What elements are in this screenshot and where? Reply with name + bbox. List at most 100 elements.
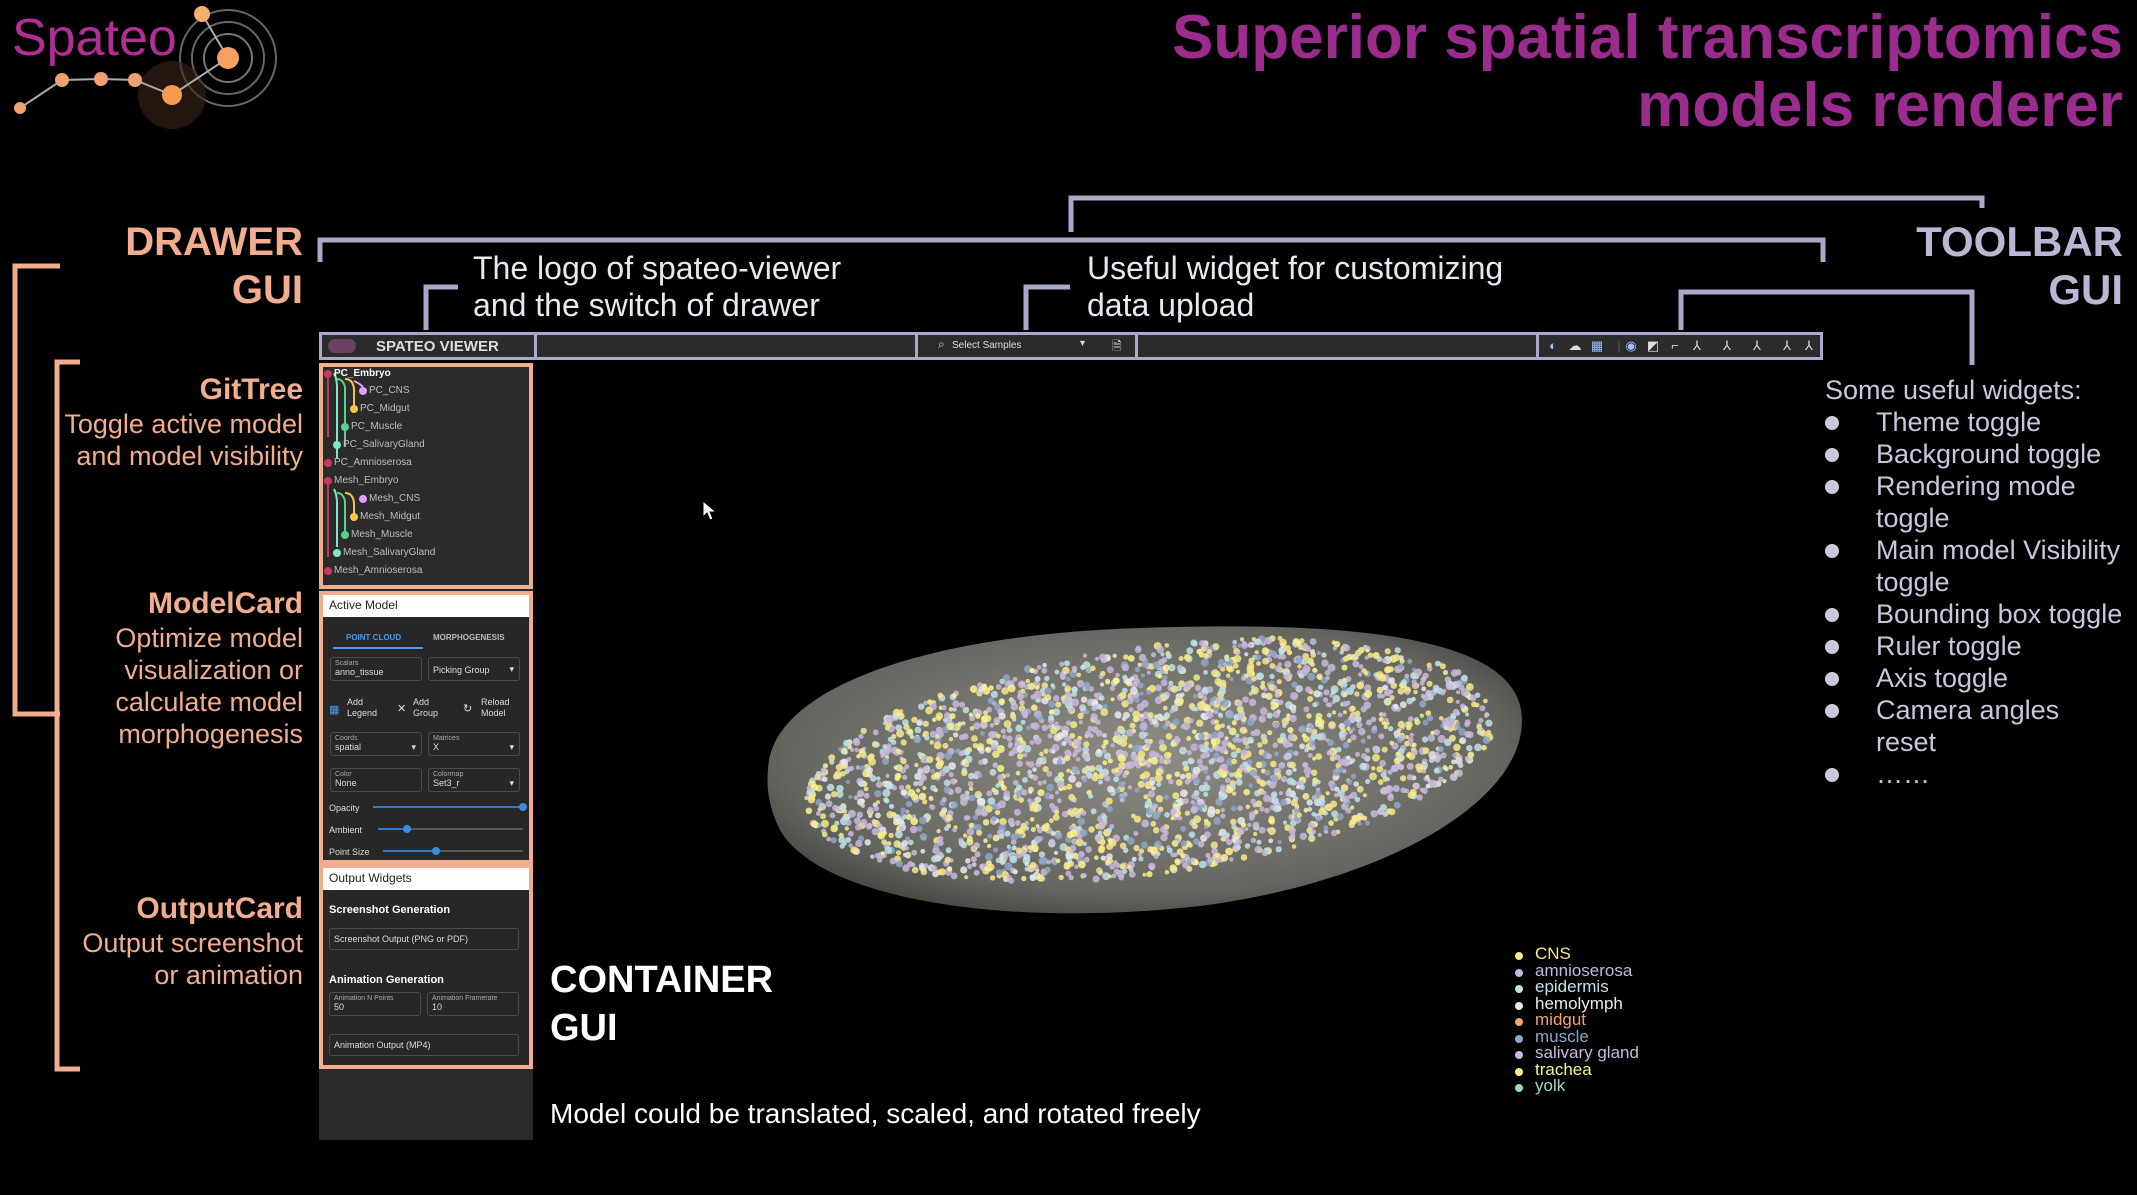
point-cloud-dot bbox=[898, 784, 905, 791]
point-cloud-dot bbox=[1207, 856, 1214, 863]
point-cloud-dot bbox=[977, 745, 983, 752]
gittree-item[interactable]: Mesh_Muscle bbox=[351, 529, 413, 540]
point-cloud-dot bbox=[1321, 652, 1327, 658]
point-cloud-dot bbox=[1231, 720, 1237, 726]
ambient-slider[interactable] bbox=[378, 823, 523, 835]
point-cloud-dot bbox=[1073, 739, 1082, 747]
color-field[interactable]: Color None bbox=[330, 768, 422, 792]
point-cloud-dot bbox=[964, 750, 970, 755]
tab-morphogenesis[interactable]: MORPHOGENESIS bbox=[433, 633, 505, 642]
opacity-knob[interactable] bbox=[519, 803, 527, 811]
point-cloud-dot bbox=[1201, 695, 1208, 702]
reload-icon: ↻ bbox=[463, 703, 473, 715]
scalars-field[interactable]: Scalars anno_tissue bbox=[330, 657, 422, 681]
background-toggle-icon[interactable]: ☁ bbox=[1568, 338, 1582, 353]
point-cloud-dot bbox=[1278, 699, 1284, 705]
point-cloud-dot bbox=[1394, 734, 1399, 739]
point-cloud-dot bbox=[944, 825, 950, 831]
point-cloud-dot bbox=[1258, 715, 1266, 723]
upload-file-icon[interactable]: 🗎 bbox=[1112, 339, 1122, 353]
point-cloud-dot bbox=[1346, 779, 1353, 785]
ambient-knob[interactable] bbox=[403, 825, 411, 833]
point-cloud-dot bbox=[1017, 680, 1026, 689]
point-cloud-dot bbox=[1035, 713, 1043, 721]
point-cloud-dot bbox=[986, 737, 993, 745]
point-cloud-dot bbox=[1162, 675, 1168, 681]
colormap-select[interactable]: Colormap Set3_r ▾ bbox=[428, 768, 520, 792]
point-cloud-dot bbox=[839, 843, 845, 849]
upload-annotation: Useful widget for customizing data uploa… bbox=[1087, 250, 1503, 324]
point-cloud-dot bbox=[901, 790, 906, 795]
point-cloud-dot bbox=[1225, 777, 1231, 783]
point-cloud-dot bbox=[959, 701, 966, 708]
point-cloud-dot bbox=[887, 736, 894, 743]
point-cloud-dot bbox=[920, 758, 925, 763]
gittree-item[interactable]: PC_SalivaryGland bbox=[343, 439, 425, 450]
coords-select[interactable]: Coords spatial ▾ bbox=[330, 732, 422, 756]
gittree-item[interactable]: Mesh_Embryo bbox=[334, 475, 399, 486]
point-cloud-dot bbox=[1406, 774, 1414, 781]
camera-reset-iso-icon[interactable]: ⅄ bbox=[1805, 338, 1813, 353]
gittree-item[interactable]: PC_Midgut bbox=[360, 403, 410, 414]
gittree-item[interactable]: Mesh_CNS bbox=[369, 493, 421, 504]
add-legend-line-2: Legend bbox=[347, 708, 378, 718]
point-cloud-dot bbox=[1071, 686, 1078, 693]
gittree-item[interactable]: PC_Embryo bbox=[334, 368, 391, 379]
point-cloud-dot bbox=[1166, 775, 1171, 780]
point-cloud-dot bbox=[1224, 736, 1229, 741]
reload-model-button[interactable]: Reload Model bbox=[481, 697, 510, 719]
picking-group-select[interactable]: Picking Group ▾ bbox=[428, 657, 520, 681]
gittree-item[interactable]: Mesh_Midgut bbox=[360, 511, 421, 522]
point-cloud-dot bbox=[1041, 697, 1049, 705]
point-cloud-dot bbox=[920, 848, 926, 854]
gittree-item[interactable]: PC_Muscle bbox=[351, 421, 403, 432]
point-cloud-dot bbox=[1364, 655, 1369, 660]
camera-reset-y-icon[interactable]: ⅄ bbox=[1753, 338, 1761, 353]
point-cloud-dot bbox=[1333, 754, 1340, 760]
add-legend-button[interactable]: Add Legend bbox=[347, 697, 377, 719]
opacity-slider[interactable] bbox=[373, 801, 527, 813]
gittree-item[interactable]: Mesh_Amnioserosa bbox=[334, 565, 423, 576]
point-cloud-dot bbox=[1246, 669, 1255, 678]
point-cloud-dot bbox=[1016, 784, 1022, 791]
point-cloud-dot bbox=[1220, 836, 1226, 842]
animation-points-field[interactable]: Animation N Points 50 bbox=[329, 992, 421, 1016]
camera-reset-z-icon[interactable]: ⅄ bbox=[1783, 338, 1791, 353]
point-cloud-dot bbox=[1203, 653, 1209, 659]
add-group-button[interactable]: Add Group bbox=[413, 697, 438, 719]
theme-toggle-icon[interactable]: ◐ bbox=[1549, 338, 1557, 353]
select-samples-dropdown[interactable]: ⌕ Select Samples ▾ 🗎 bbox=[918, 335, 1138, 357]
gittree-item[interactable]: PC_Amnioserosa bbox=[334, 457, 412, 468]
point-cloud-dot bbox=[1352, 654, 1358, 659]
point-cloud-dot bbox=[1079, 704, 1086, 711]
point-cloud-dot bbox=[1137, 750, 1146, 758]
bounding-box-icon[interactable]: ◩ bbox=[1646, 338, 1660, 353]
tab-point-cloud[interactable]: POINT CLOUD bbox=[346, 633, 402, 642]
screenshot-output-button[interactable]: Screenshot Output (PNG or PDF) bbox=[329, 928, 519, 950]
drawer-switch[interactable]: SPATEO VIEWER bbox=[322, 335, 537, 357]
camera-reset-x-icon[interactable]: ⅄ bbox=[1723, 338, 1731, 353]
point-cloud-dot bbox=[1337, 712, 1343, 718]
point-size-slider[interactable] bbox=[383, 845, 523, 857]
matrices-select[interactable]: Matrices X ▾ bbox=[428, 732, 520, 756]
point-cloud-dot bbox=[1200, 658, 1209, 667]
point-cloud-dot bbox=[1107, 758, 1113, 764]
axis-icon[interactable]: ⅄ bbox=[1693, 338, 1701, 353]
point-size-knob[interactable] bbox=[432, 847, 441, 855]
gittree-item[interactable]: Mesh_SalivaryGland bbox=[343, 547, 436, 558]
point-cloud-dot bbox=[1419, 713, 1424, 718]
point-cloud-dot bbox=[930, 768, 936, 774]
rendering-mode-icon[interactable]: ▦ bbox=[1590, 338, 1604, 353]
animation-framerate-field[interactable]: Animation Framerate 10 bbox=[427, 992, 519, 1016]
point-cloud-dot bbox=[1406, 753, 1411, 758]
point-cloud-dot bbox=[1239, 637, 1245, 642]
embryo-model-render[interactable] bbox=[760, 610, 1530, 930]
point-cloud-dot bbox=[1479, 705, 1486, 712]
animation-output-button[interactable]: Animation Output (MP4) bbox=[329, 1034, 519, 1056]
point-cloud-dot bbox=[1409, 732, 1414, 738]
eye-icon[interactable]: ◉ bbox=[1625, 338, 1637, 353]
ruler-icon[interactable]: ⌐ bbox=[1671, 338, 1679, 353]
gittree-item[interactable]: PC_CNS bbox=[369, 385, 410, 396]
point-cloud-dot bbox=[1331, 829, 1338, 837]
point-cloud-dot bbox=[1029, 817, 1035, 822]
